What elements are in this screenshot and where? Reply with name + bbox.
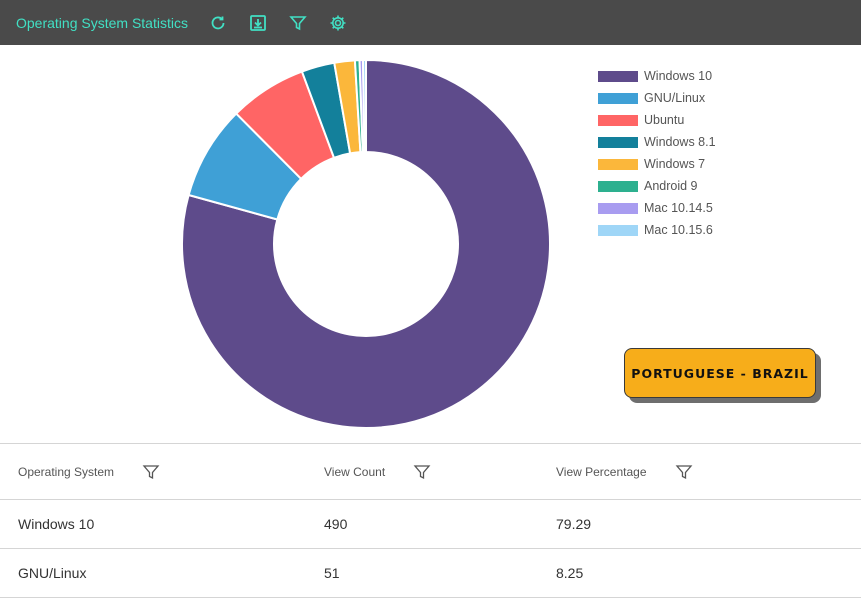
table-row[interactable]: Windows 10 490 79.29 bbox=[0, 500, 861, 549]
legend-label: Mac 10.14.5 bbox=[644, 201, 713, 215]
table-row[interactable]: GNU/Linux 51 8.25 bbox=[0, 549, 861, 598]
filter-icon[interactable] bbox=[288, 13, 308, 33]
stats-table: Operating System View Count View Percent… bbox=[0, 443, 861, 598]
legend-item[interactable]: Windows 8.1 bbox=[598, 131, 716, 153]
cell-view-percentage: 79.29 bbox=[556, 516, 592, 532]
refresh-icon[interactable] bbox=[208, 13, 228, 33]
column-header-view-percentage[interactable]: View Percentage bbox=[556, 464, 647, 479]
toolbar: Operating System Statistics bbox=[0, 0, 861, 45]
filter-icon[interactable] bbox=[142, 444, 160, 499]
chart-area: Windows 10 GNU/Linux Ubuntu Windows 8.1 Wind… bbox=[0, 45, 861, 443]
cell-view-percentage: 8.25 bbox=[556, 565, 584, 581]
legend-swatch bbox=[598, 136, 638, 148]
settings-icon[interactable] bbox=[328, 13, 348, 33]
legend-item[interactable]: Windows 10 bbox=[598, 65, 716, 87]
column-header-view-count[interactable]: View Count bbox=[324, 464, 386, 479]
legend-item[interactable]: Android 9 bbox=[598, 175, 716, 197]
slice-windows-10[interactable] bbox=[181, 58, 551, 429]
legend-item[interactable]: Ubuntu bbox=[598, 109, 716, 131]
download-icon[interactable] bbox=[248, 13, 268, 33]
legend-swatch bbox=[598, 202, 638, 214]
legend-label: Ubuntu bbox=[644, 113, 685, 127]
legend-item[interactable]: Mac 10.15.6 bbox=[598, 219, 716, 241]
table-header-row: Operating System View Count View Percent… bbox=[0, 444, 861, 500]
chart-legend: Windows 10 GNU/Linux Ubuntu Windows 8.1 Wind… bbox=[598, 65, 716, 241]
legend-label: Windows 10 bbox=[644, 69, 713, 83]
legend-label: Windows 8.1 bbox=[644, 135, 716, 149]
cell-view-count: 51 bbox=[324, 565, 340, 581]
legend-swatch bbox=[598, 224, 638, 236]
legend-label: GNU/Linux bbox=[644, 91, 706, 105]
cell-operating-system: GNU/Linux bbox=[18, 565, 87, 581]
donut-chart bbox=[181, 58, 551, 429]
legend-swatch bbox=[598, 158, 638, 170]
legend-swatch bbox=[598, 180, 638, 192]
cell-view-count: 490 bbox=[324, 516, 348, 532]
legend-label: Mac 10.15.6 bbox=[644, 223, 713, 237]
legend-swatch bbox=[598, 70, 638, 82]
slice-mac-10-15-6[interactable] bbox=[361, 58, 367, 154]
legend-item[interactable]: GNU/Linux bbox=[598, 87, 716, 109]
language-button[interactable]: PORTUGUESE - BRAZIL bbox=[624, 348, 816, 398]
legend-swatch bbox=[598, 92, 638, 104]
app-title: Operating System Statistics bbox=[16, 14, 188, 31]
legend-item[interactable]: Windows 7 bbox=[598, 153, 716, 175]
legend-item[interactable]: Mac 10.14.5 bbox=[598, 197, 716, 219]
legend-label: Windows 7 bbox=[644, 157, 706, 171]
filter-icon[interactable] bbox=[675, 444, 693, 499]
column-header-operating-system[interactable]: Operating System bbox=[18, 464, 115, 479]
filter-icon[interactable] bbox=[413, 444, 431, 499]
legend-label: Android 9 bbox=[644, 179, 698, 193]
legend-swatch bbox=[598, 114, 638, 126]
cell-operating-system: Windows 10 bbox=[18, 516, 95, 532]
